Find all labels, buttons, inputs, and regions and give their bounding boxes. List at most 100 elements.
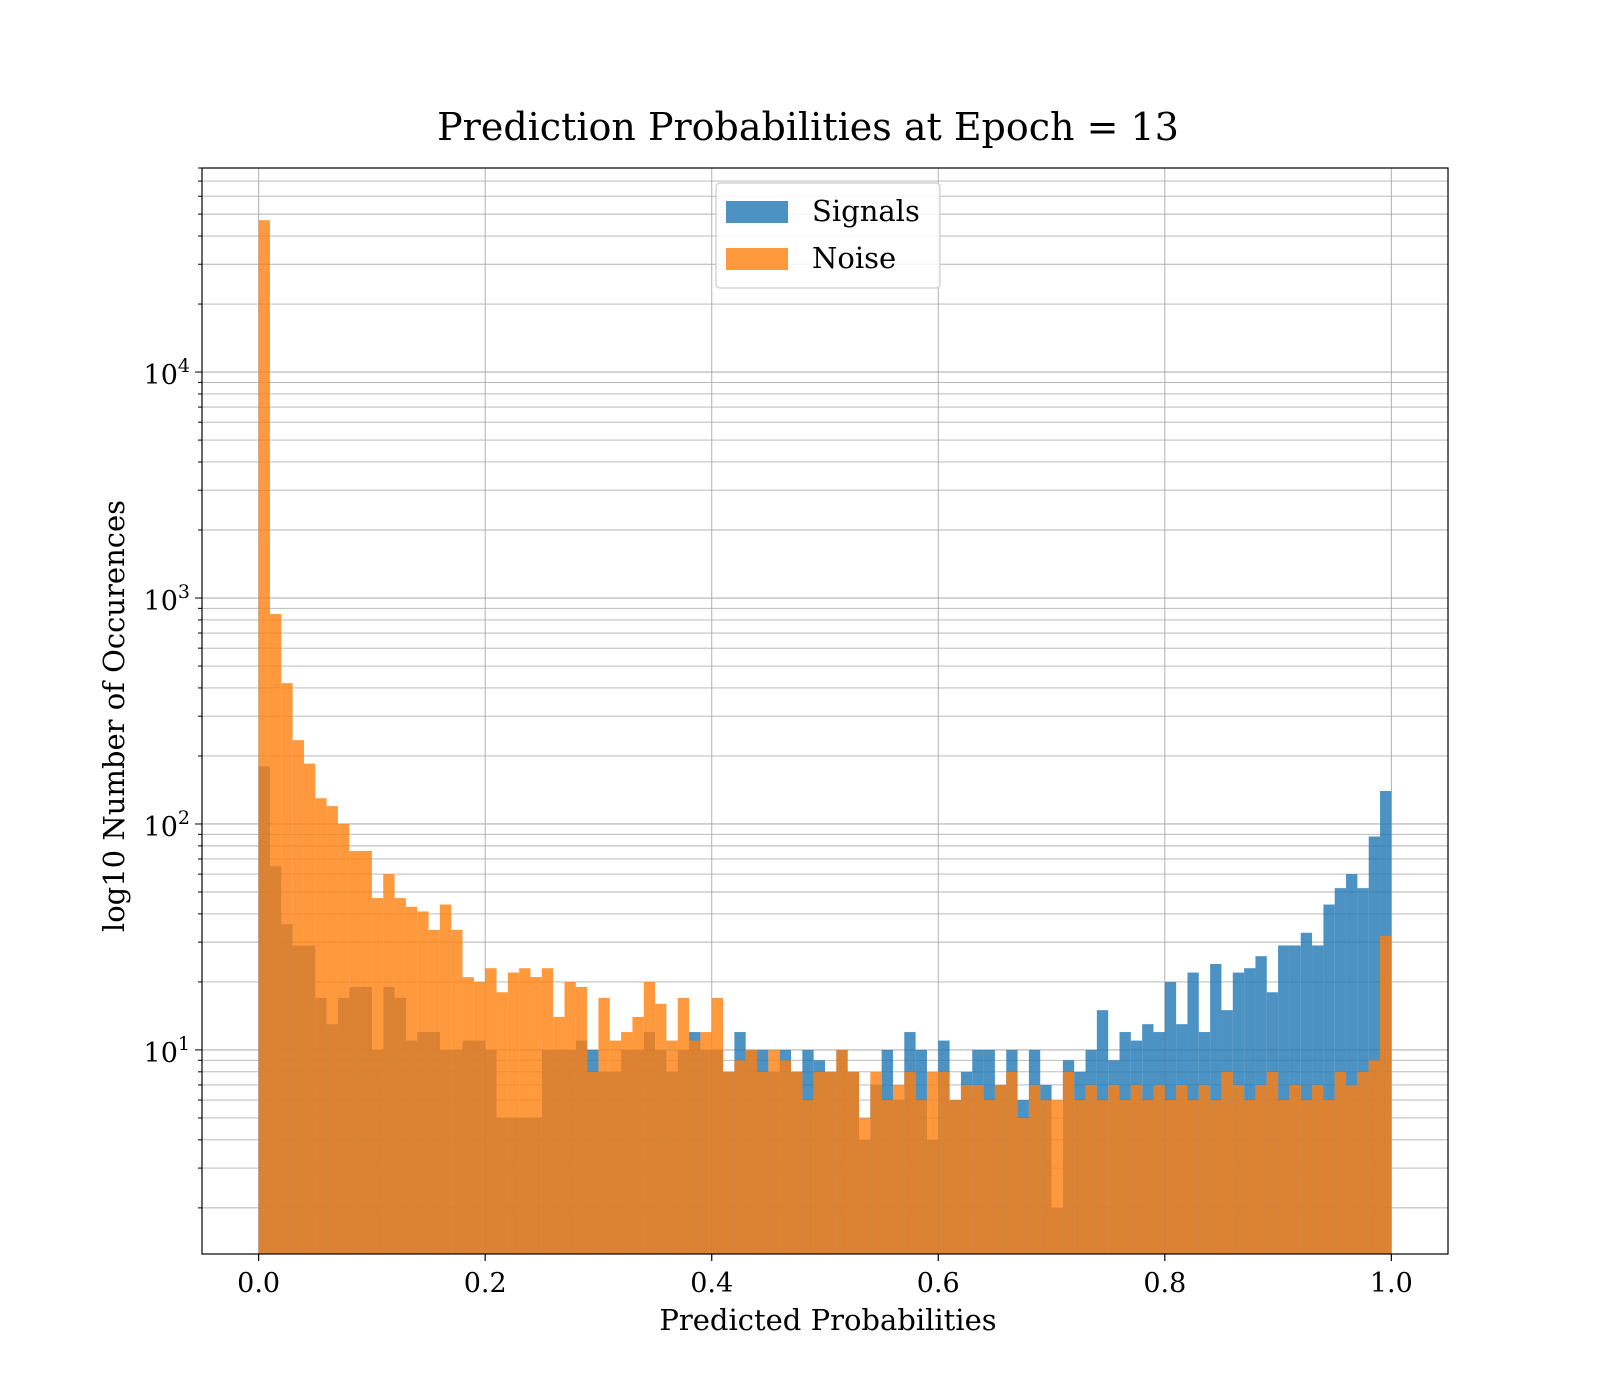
noise-bar (836, 1049, 848, 1254)
noise-bar (1006, 1071, 1018, 1254)
noise-bar (1051, 1100, 1063, 1254)
noise-bar (938, 1071, 950, 1254)
y-axis-ticks: 101 102 103 104 (144, 167, 202, 1209)
noise-bar (473, 981, 486, 1254)
noise-bar (496, 992, 508, 1254)
noise-bar (825, 1071, 837, 1254)
noise-bar (451, 929, 463, 1254)
noise-bar (949, 1100, 961, 1254)
noise-bar (621, 1032, 633, 1254)
noise-bar (757, 1071, 769, 1254)
legend-swatch-noise (726, 248, 788, 270)
noise-bar (1312, 1084, 1324, 1254)
noise-bar (734, 1060, 746, 1254)
noise-bar (1289, 1084, 1301, 1254)
x-tick-label: 0.0 (237, 1268, 280, 1299)
noise-bar (1040, 1100, 1052, 1254)
noise-bar (598, 997, 610, 1254)
noise-bar (655, 1003, 667, 1254)
noise-bar (983, 1100, 995, 1254)
signals-bar (1368, 836, 1381, 1254)
noise-bar (292, 740, 304, 1254)
noise-bar (507, 972, 520, 1254)
noise-bar (1119, 1100, 1131, 1254)
noise-bar (1096, 1100, 1109, 1254)
noise-bar (315, 798, 327, 1254)
noise-bar (723, 1071, 735, 1254)
noise-bar (428, 929, 440, 1254)
noise-bar (417, 911, 429, 1254)
noise-bar (802, 1100, 814, 1254)
noise-bar (1244, 1100, 1256, 1254)
signals-bar (1357, 888, 1369, 1254)
noise-bar (371, 898, 384, 1254)
noise-bar (1346, 1084, 1358, 1254)
x-tick-label: 0.8 (1143, 1268, 1186, 1299)
noise-bar (303, 763, 316, 1254)
noise-bar (405, 906, 418, 1254)
legend-label-signals: Signals (812, 194, 920, 228)
noise-bar (326, 806, 338, 1254)
noise-bar (1153, 1084, 1165, 1254)
noise-bar (349, 850, 361, 1254)
noise-bar (1278, 1100, 1290, 1254)
noise-bar (519, 968, 531, 1254)
noise-bar (892, 1084, 905, 1254)
noise-bar (462, 977, 474, 1254)
series-noise-bars (258, 220, 1392, 1254)
noise-bar (587, 1071, 599, 1254)
noise-bar (1266, 1071, 1279, 1254)
noise-bar (632, 1016, 644, 1254)
x-axis-label: Predicted Probabilities (659, 1303, 996, 1337)
noise-bar (1176, 1084, 1188, 1254)
noise-bar (745, 1049, 758, 1254)
noise-bar (1164, 1100, 1177, 1254)
noise-bar (858, 1117, 871, 1254)
noise-bar (1334, 1071, 1347, 1254)
noise-bar (1368, 1060, 1381, 1254)
noise-bar (666, 1040, 678, 1254)
noise-bar (439, 904, 452, 1254)
noise-bar (994, 1084, 1007, 1254)
noise-bar (360, 850, 372, 1254)
noise-bar (881, 1100, 893, 1254)
noise-bar (1221, 1071, 1233, 1254)
noise-bar (847, 1071, 859, 1254)
noise-bar (904, 1071, 916, 1254)
x-axis-ticks: 0.0 0.2 0.4 0.6 0.8 1.0 (237, 1254, 1413, 1299)
noise-bar (1062, 1071, 1075, 1254)
noise-bar (281, 683, 293, 1254)
noise-bar (609, 1040, 622, 1254)
noise-bar (677, 997, 690, 1254)
noise-bar (700, 1032, 712, 1254)
noise-bar (791, 1071, 803, 1254)
signals-bar (1278, 945, 1290, 1254)
noise-bar (564, 981, 576, 1254)
noise-bar (530, 977, 542, 1254)
y-axis-label: log10 Number of Occurences (97, 500, 131, 932)
y-tick-label: 102 (144, 807, 190, 843)
chart-title: Prediction Probabilities at Epoch = 13 (437, 105, 1179, 149)
noise-bar (689, 1040, 701, 1254)
noise-bar (1357, 1071, 1369, 1254)
noise-bar (972, 1084, 984, 1254)
noise-bar (1232, 1084, 1245, 1254)
noise-bar (337, 823, 350, 1254)
noise-bar (1210, 1100, 1222, 1254)
noise-bar (485, 968, 497, 1254)
noise-bar (553, 1016, 565, 1254)
noise-bar (1187, 1100, 1199, 1254)
noise-bar (870, 1071, 882, 1254)
noise-bar (779, 1060, 792, 1254)
noise-bar (575, 986, 588, 1254)
noise-bar (1085, 1084, 1097, 1254)
noise-bar (915, 1100, 927, 1254)
legend-swatch-signals (726, 201, 788, 223)
signals-bar (1334, 888, 1347, 1254)
signals-bar (1346, 874, 1358, 1254)
noise-bar (1028, 1084, 1041, 1254)
noise-bar (1130, 1084, 1143, 1254)
noise-bar (960, 1084, 973, 1254)
noise-bar (1142, 1100, 1154, 1254)
noise-bar (258, 220, 270, 1254)
